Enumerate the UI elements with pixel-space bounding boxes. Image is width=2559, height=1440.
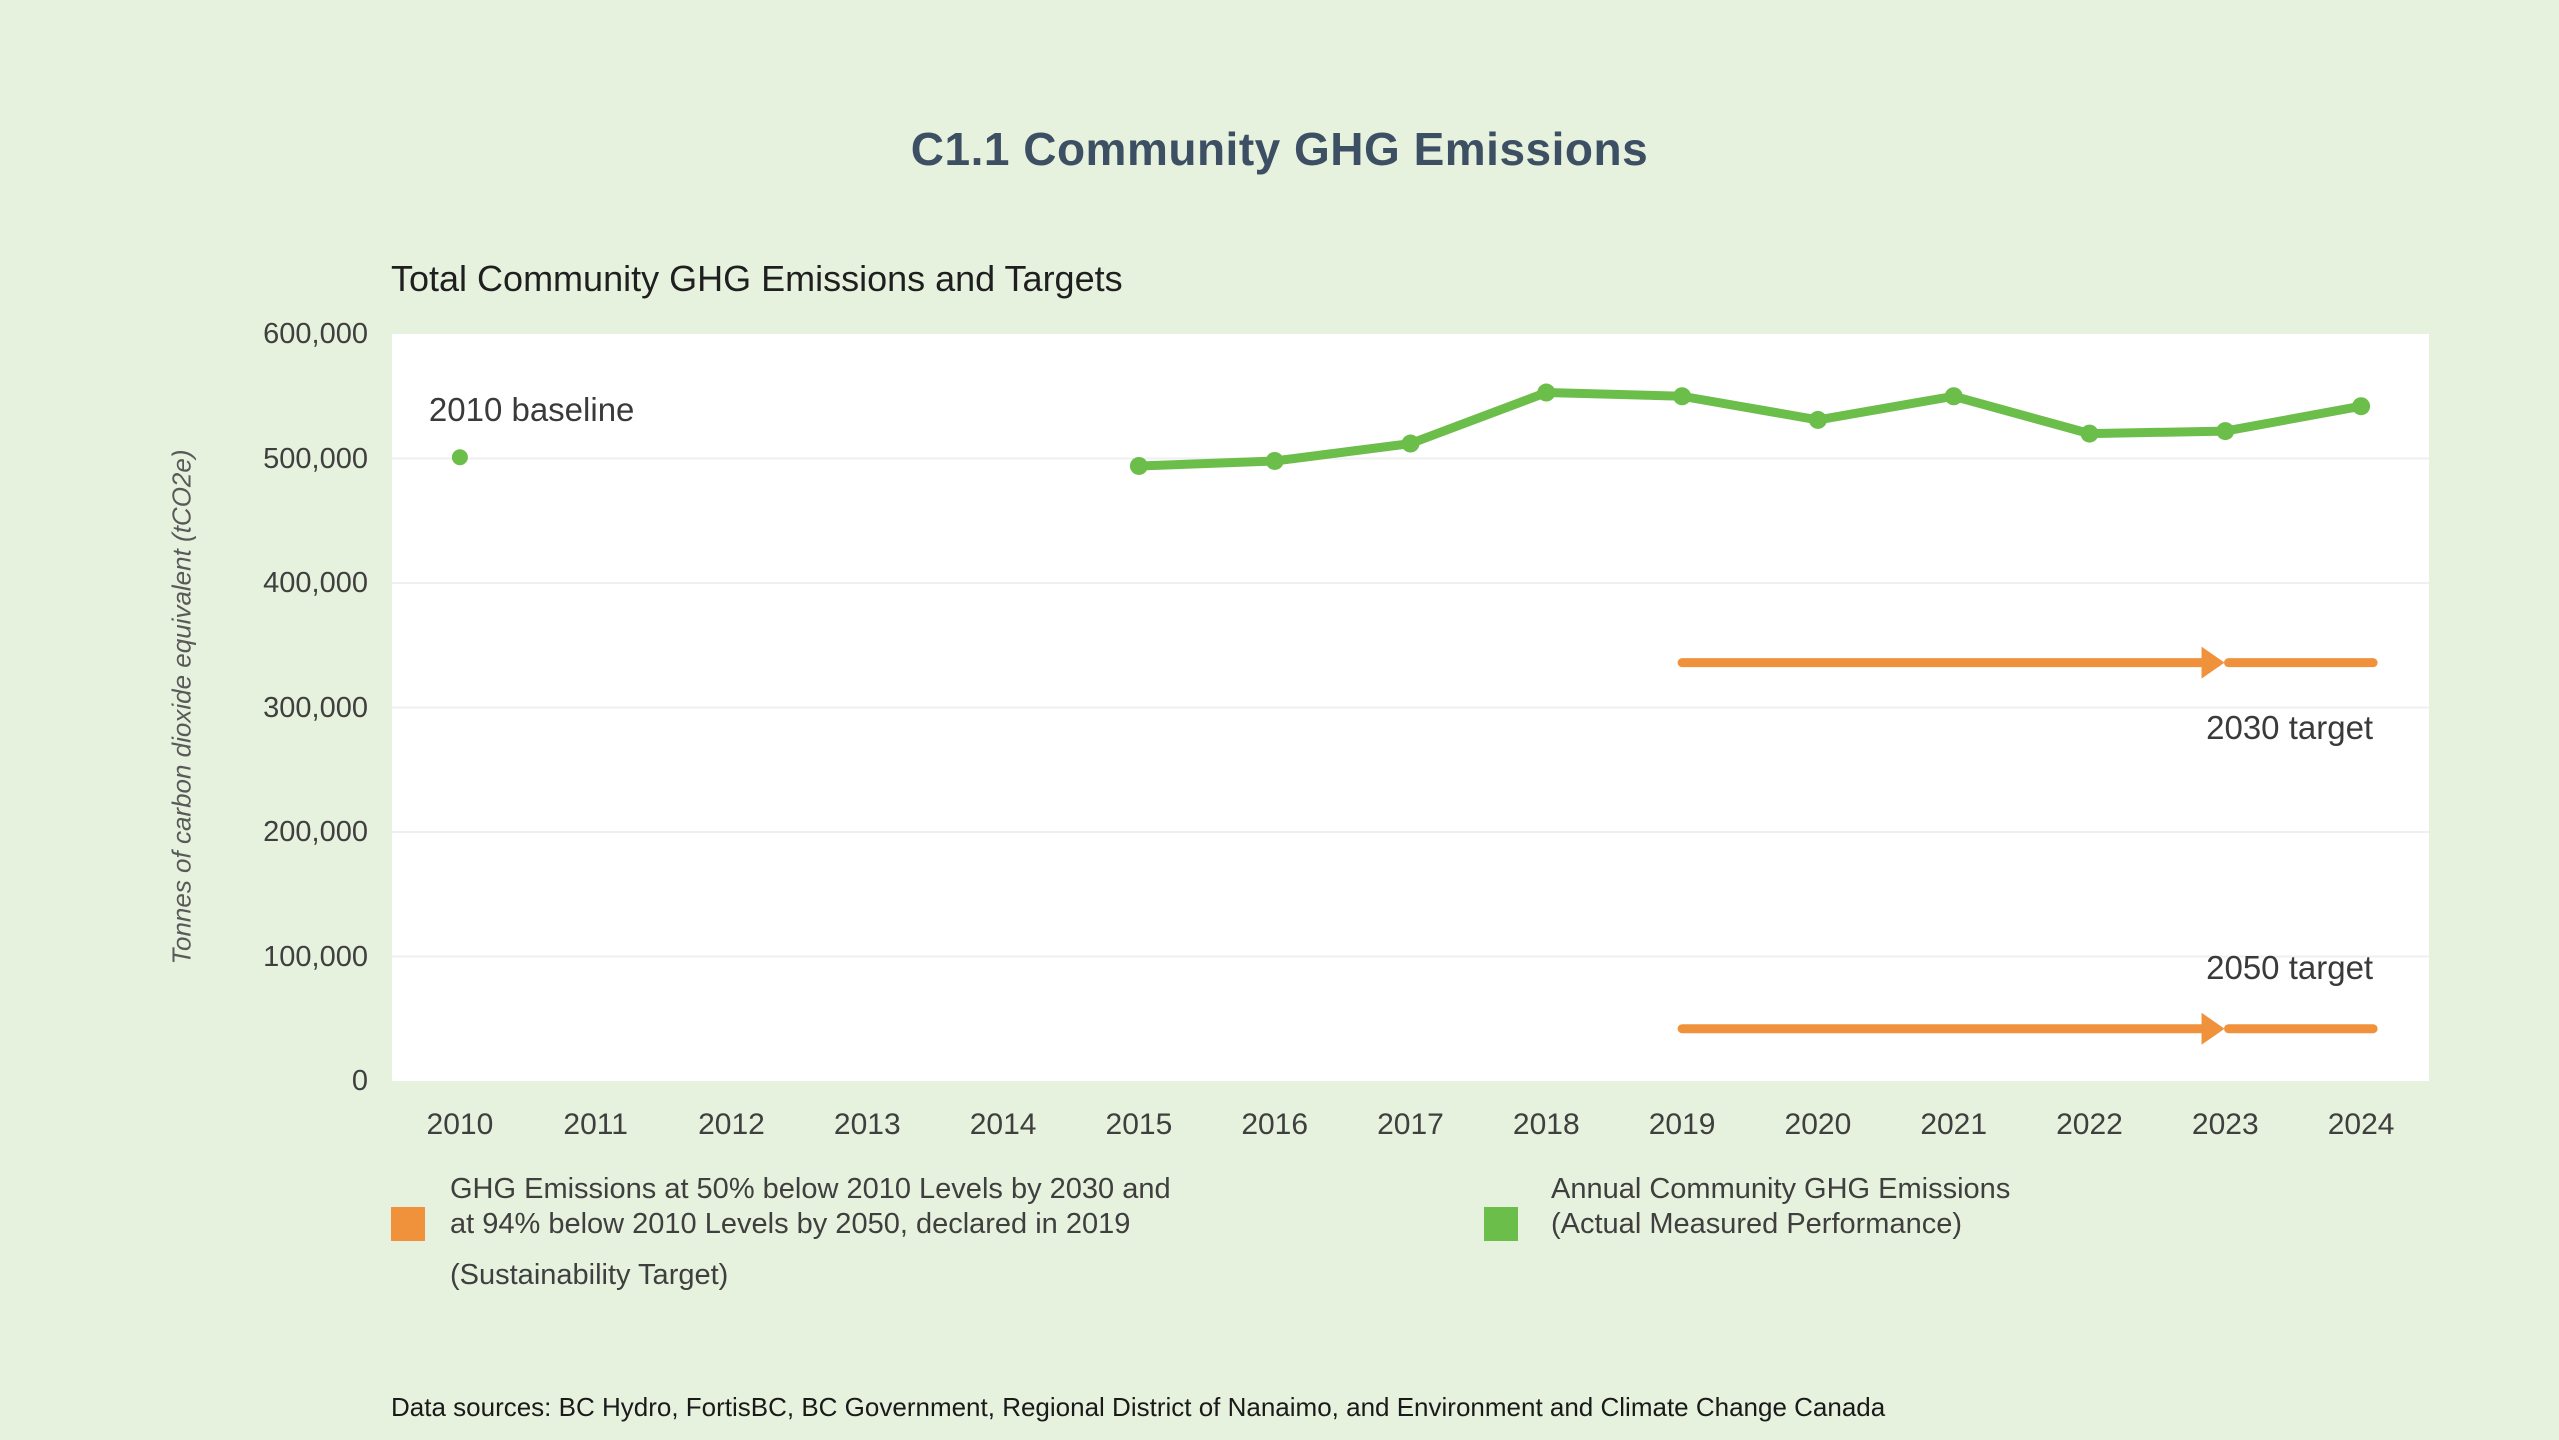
- x-tick-label: 2019: [1648, 1108, 1716, 1141]
- data-point-marker: [1537, 383, 1556, 402]
- legend-swatch-target: [391, 1207, 425, 1241]
- x-tick-label: 2013: [833, 1108, 901, 1141]
- x-tick-label: 2017: [1377, 1108, 1444, 1141]
- data-point-marker: [1808, 410, 1827, 429]
- y-tick-label: 500,000: [263, 442, 368, 475]
- y-tick-label: 100,000: [263, 940, 368, 973]
- data-point-marker: [451, 449, 468, 466]
- data-point-marker: [2352, 397, 2371, 416]
- x-tick-label: 2016: [1241, 1108, 1309, 1141]
- x-tick-label: 2018: [1512, 1108, 1580, 1141]
- x-tick-label: 2015: [1105, 1108, 1173, 1141]
- data-point-marker: [2080, 424, 2099, 443]
- legend-actual-line2: (Actual Measured Performance): [1551, 1208, 1962, 1240]
- data-point-marker: [1265, 451, 1284, 470]
- target-arrowhead-icon: [2201, 646, 2225, 679]
- target-label: 2030 target: [2206, 708, 2374, 746]
- y-tick-label: 600,000: [263, 318, 368, 350]
- y-tick-label: 300,000: [263, 691, 368, 724]
- x-tick-label: 2024: [2327, 1108, 2395, 1141]
- x-tick-label: 2011: [563, 1108, 628, 1141]
- y-tick-label: 200,000: [263, 816, 368, 848]
- y-tick-label: 0: [351, 1065, 368, 1097]
- x-tick-label: 2023: [2191, 1108, 2259, 1141]
- plot-area: [392, 334, 2429, 1081]
- y-tick-label: 400,000: [263, 567, 368, 599]
- chart-subtitle: Total Community GHG Emissions and Target…: [391, 258, 1123, 299]
- legend-target-line2: at 94% below 2010 Levels by 2050, declar…: [450, 1208, 1131, 1240]
- x-tick-label: 2022: [2056, 1108, 2123, 1141]
- legend-target-line1: GHG Emissions at 50% below 2010 Levels b…: [450, 1173, 1171, 1205]
- x-tick-label: 2014: [969, 1108, 1037, 1141]
- data-point-marker: [1673, 387, 1692, 406]
- legend-swatch-actual: [1484, 1207, 1518, 1241]
- emissions-line: [1134, 388, 2366, 471]
- page-title: C1.1 Community GHG Emissions: [910, 123, 1649, 175]
- data-point-marker: [1944, 387, 1963, 406]
- x-tick-label: 2021: [1920, 1108, 1988, 1141]
- legend-label-actual: Annual Community GHG Emissions (Actual M…: [1551, 1172, 2010, 1242]
- x-tick-label: 2020: [1784, 1108, 1852, 1141]
- target-arrowhead-icon: [2201, 1012, 2225, 1045]
- target-label: 2050 target: [2206, 948, 2374, 986]
- legend-target-line3: (Sustainability Target): [450, 1259, 729, 1291]
- data-point-marker: [1401, 434, 1420, 453]
- data-point-marker: [1129, 456, 1148, 475]
- data-sources-note: Data sources: BC Hydro, FortisBC, BC Gov…: [391, 1392, 1886, 1422]
- legend-actual-line1: Annual Community GHG Emissions: [1551, 1173, 2011, 1205]
- x-tick-label: 2010: [426, 1108, 494, 1141]
- data-point-marker: [2216, 422, 2235, 441]
- legend-label-target: GHG Emissions at 50% below 2010 Levels b…: [450, 1172, 1171, 1293]
- baseline-label: 2010 baseline: [428, 391, 635, 429]
- x-tick-label: 2012: [698, 1108, 765, 1141]
